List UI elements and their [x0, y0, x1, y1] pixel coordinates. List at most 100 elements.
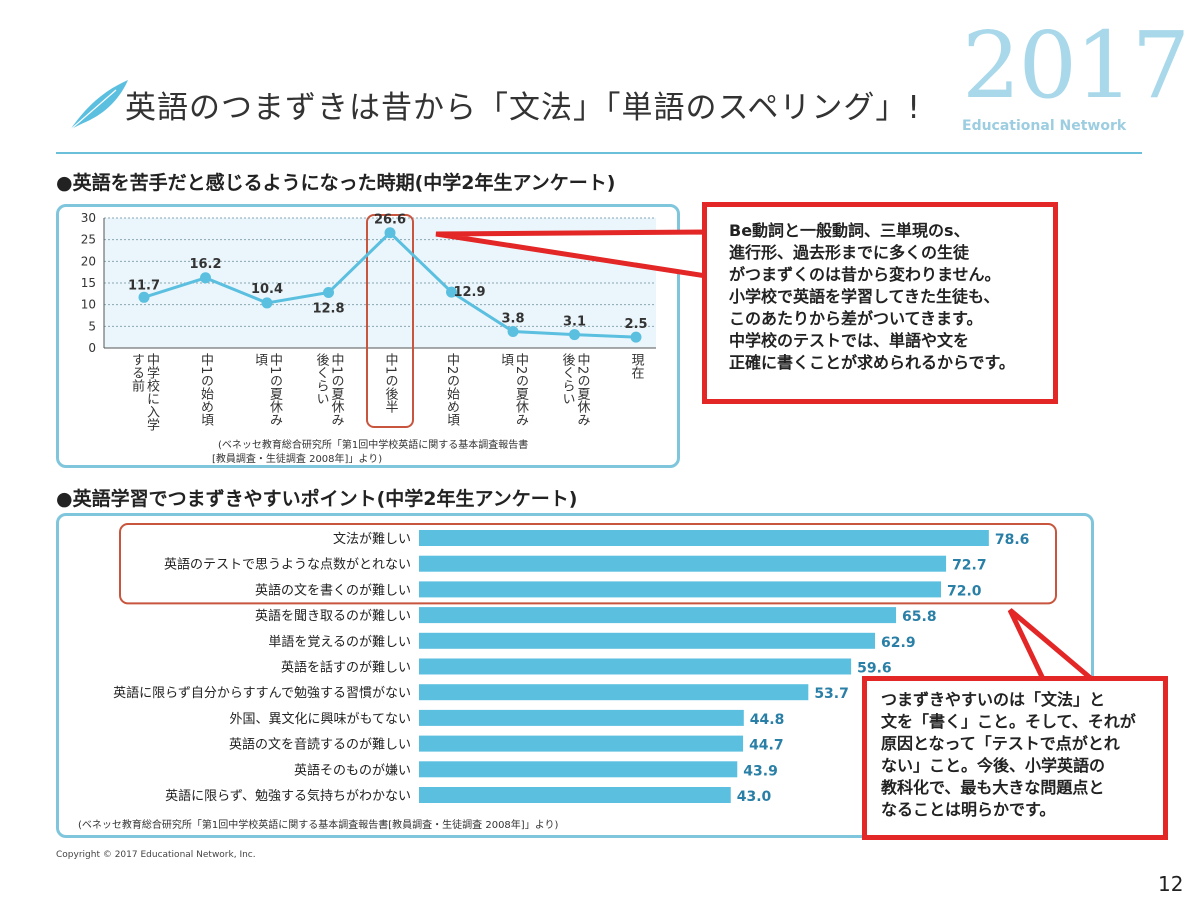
- bar: [419, 735, 744, 752]
- data-label: 26.6: [374, 213, 406, 228]
- data-label: 16.2: [189, 257, 221, 272]
- highlight-box: [366, 214, 414, 428]
- bar: [419, 632, 876, 649]
- data-point: [138, 291, 150, 303]
- x-tick-label: 後くらい: [314, 353, 330, 405]
- bar: [419, 787, 731, 803]
- x-tick-label: 後くらい: [560, 353, 576, 405]
- callout1-line: このあたりから差がついてきます。: [729, 309, 983, 328]
- bar-value-label: 78.6: [995, 532, 1030, 548]
- data-point: [507, 326, 519, 338]
- callout2-line: 文を「書く」こと。そして、それが: [881, 712, 1136, 731]
- y-tick-label: 25: [81, 233, 96, 247]
- brand-year: 2017: [962, 12, 1190, 119]
- brand-name: Educational Network: [962, 118, 1127, 134]
- bar-category-label: 単語を覚えるのが難しい: [268, 634, 411, 650]
- bar: [419, 530, 989, 546]
- bar: [419, 555, 947, 572]
- data-label: 12.8: [312, 302, 344, 317]
- bar-value-label: 43.9: [743, 763, 778, 779]
- callout1-line: Be動詞と一般動詞、三単現のs、: [729, 221, 970, 240]
- callout2-line: つまずきやすいのは「文法」と: [881, 690, 1106, 709]
- line-chart: 0 5 10 15 20 25 30 11.7 16.2 10.4 12.8 26.6 12.9 3.8 3…: [81, 211, 656, 431]
- bar: [419, 684, 809, 701]
- data-point: [261, 297, 273, 309]
- data-label: 12.9: [453, 285, 485, 300]
- callout2-line: なることは明らかです。: [881, 800, 1056, 819]
- x-tick-label: 中2の夏休み: [513, 353, 529, 427]
- section2-heading: ●英語学習でつまずきやすいポイント(中学2年生アンケート): [56, 488, 578, 510]
- data-point: [630, 331, 642, 343]
- bar-category-label: 英語の文を音読するのが難しい: [229, 737, 411, 753]
- data-point: [384, 227, 396, 239]
- bar-category-label: 英語を聞き取るのが難しい: [255, 608, 411, 624]
- callout1-line: がつまずくのは昔から変わりません。: [729, 265, 1001, 284]
- bar-value-label: 72.7: [952, 558, 987, 574]
- data-label: 3.1: [563, 315, 586, 330]
- x-tick-label: 中1の夏休み: [267, 353, 283, 427]
- bar-value-label: 72.0: [947, 583, 982, 599]
- y-tick-label: 30: [81, 211, 96, 225]
- callout1-line: 進行形、過去形までに多くの生徒: [729, 243, 970, 262]
- bar: [419, 761, 738, 778]
- y-tick-label: 10: [81, 298, 96, 312]
- chart2-source: (ベネッセ教育総合研究所「第1回中学校英語に関する基本調査報告書[教員調査・生徒…: [78, 820, 559, 831]
- x-tick-label: する前: [129, 353, 145, 392]
- data-label: 11.7: [128, 278, 160, 293]
- data-label: 10.4: [251, 282, 283, 297]
- x-tick-label: 頃: [252, 353, 268, 366]
- feather-icon: [69, 80, 128, 131]
- bar-category-label: 英語の文を書くのが難しい: [255, 582, 411, 598]
- y-tick-label: 20: [81, 254, 96, 268]
- callout-bar-chart: つまずきやすいのは「文法」と 文を「書く」こと。そして、それが 原因となって「テ…: [862, 676, 1168, 840]
- bar-chart: 文法が難しい 78.6 英語のテストで思うような点数がとれない 72.7 英語の文を書く…: [113, 523, 1057, 805]
- bar-category-label: 英語を話すのが難しい: [281, 660, 411, 676]
- bar-value-label: 59.6: [857, 661, 892, 677]
- bar-value-label: 62.9: [881, 635, 916, 651]
- callout1-line: 中学校のテストでは、単語や文を: [729, 331, 970, 350]
- bar-category-label: 外国、異文化に興味がもてない: [230, 712, 411, 727]
- chart1-source-line1: (ベネッセ教育総合研究所「第1回中学校英語に関する基本調査報告書: [218, 440, 529, 451]
- x-tick-label: 中1の夏休み: [329, 353, 345, 427]
- x-tick-label: 中1の始め頃: [198, 353, 214, 427]
- x-tick-label: 中2の始め頃: [444, 353, 460, 427]
- data-point: [569, 329, 580, 341]
- data-label: 3.8: [501, 312, 524, 327]
- bar-value-label: 44.7: [749, 738, 784, 754]
- y-tick-label: 5: [88, 319, 96, 333]
- bar-value-label: 65.8: [902, 609, 937, 625]
- bar: [419, 581, 941, 598]
- y-tick-label: 15: [81, 276, 96, 290]
- data-point: [200, 272, 211, 284]
- x-tick-label: 中2の夏休み: [575, 353, 591, 427]
- callout2-line: 教科化で、最も大きな問題点と: [881, 778, 1105, 797]
- x-tick-label: 頃: [498, 353, 514, 366]
- bar-category-label: 英語のテストで思うような点数がとれない: [164, 557, 411, 573]
- bar-value-label: 44.8: [750, 712, 785, 728]
- page-number: 12: [1158, 872, 1184, 896]
- bar-category-label: 文法が難しい: [333, 532, 411, 547]
- callout2-line: ない」こと。今後、小学英語の: [881, 756, 1106, 775]
- bar: [419, 607, 897, 624]
- copyright: Copyright © 2017 Educational Network, In…: [56, 850, 256, 860]
- callout2-line: 原因となって「テストで点がとれ: [881, 734, 1120, 753]
- data-point: [323, 287, 334, 299]
- x-tick-label: 現在: [629, 353, 645, 379]
- callout-line-chart: Be動詞と一般動詞、三単現のs、 進行形、過去形までに多くの生徒 がつまずくのは…: [702, 202, 1058, 404]
- page-title: 英語のつまずきは昔から「文法」「単語のスペリング」!: [125, 90, 921, 126]
- bar-value-label: 53.7: [814, 686, 849, 702]
- bar-category-label: 英語に限らず、勉強する気持ちがわかない: [165, 788, 411, 804]
- chart1-source-line2: [教員調査・生徒調査 2008年]」より): [212, 454, 383, 465]
- bar: [419, 709, 744, 726]
- bar-value-label: 43.0: [737, 789, 772, 805]
- title-divider: [56, 152, 1142, 154]
- bar-category-label: 英語に限らず自分からすすんで勉強する習慣がない: [113, 685, 411, 701]
- data-point: [446, 286, 457, 298]
- data-label: 2.5: [624, 317, 647, 332]
- x-tick-label: 中学校に入学: [144, 353, 160, 431]
- callout1-line: 正確に書くことが求められるからです。: [729, 353, 1015, 372]
- callout1-line: 小学校で英語を学習してきた生徒も、: [729, 287, 1000, 306]
- section1-heading: ●英語を苦手だと感じるようになった時期(中学2年生アンケート): [56, 172, 616, 194]
- bar: [419, 658, 852, 675]
- highlight-box: [119, 523, 1057, 605]
